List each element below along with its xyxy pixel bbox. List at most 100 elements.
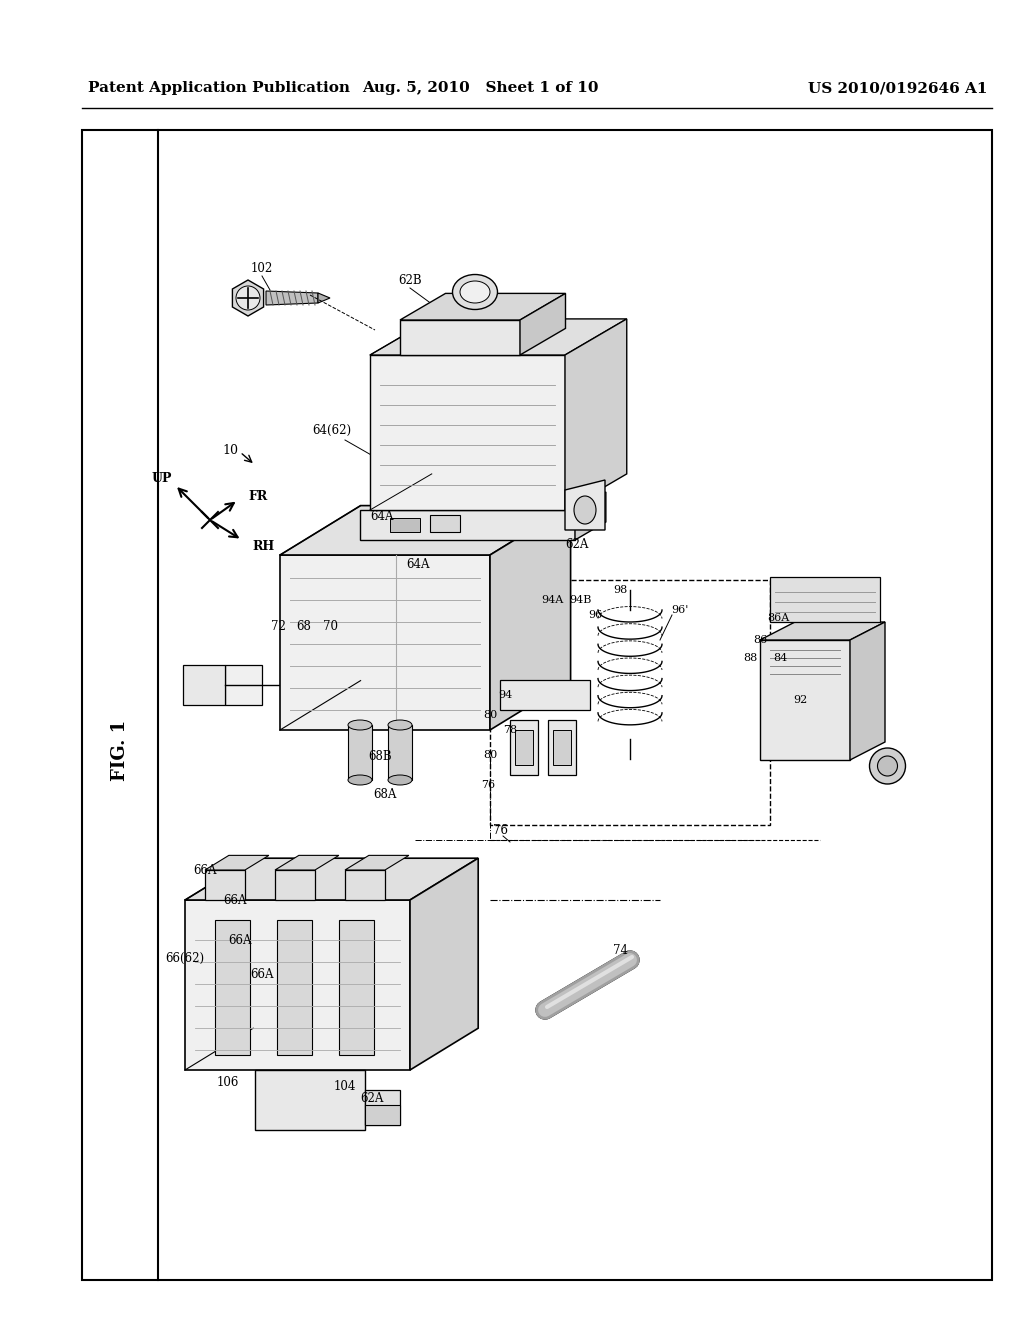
Ellipse shape — [348, 775, 372, 785]
Text: 94: 94 — [498, 690, 512, 700]
Text: 86A: 86A — [767, 612, 790, 623]
Text: 66A: 66A — [223, 894, 247, 907]
Polygon shape — [360, 510, 575, 540]
Text: 72: 72 — [270, 620, 286, 634]
Polygon shape — [410, 858, 478, 1071]
Text: FR: FR — [248, 490, 267, 503]
Text: 86: 86 — [753, 635, 767, 645]
Text: Patent Application Publication: Patent Application Publication — [88, 81, 350, 95]
Text: US 2010/0192646 A1: US 2010/0192646 A1 — [809, 81, 988, 95]
Polygon shape — [345, 870, 385, 900]
Text: 74: 74 — [612, 944, 628, 957]
Circle shape — [878, 756, 897, 776]
Bar — [490, 579, 770, 825]
Polygon shape — [370, 355, 565, 510]
Text: 80: 80 — [483, 710, 497, 719]
Text: 76: 76 — [481, 780, 495, 789]
Text: 80: 80 — [483, 750, 497, 760]
Text: 96': 96' — [672, 605, 689, 615]
Text: 62A: 62A — [360, 1092, 384, 1105]
Polygon shape — [185, 900, 410, 1071]
Text: 64A: 64A — [371, 511, 394, 524]
Polygon shape — [400, 319, 520, 355]
Text: 10: 10 — [222, 444, 238, 457]
Polygon shape — [225, 665, 262, 705]
Polygon shape — [278, 920, 312, 1055]
Polygon shape — [205, 855, 269, 870]
Ellipse shape — [348, 719, 372, 730]
Text: 64A: 64A — [407, 558, 430, 572]
Text: 70: 70 — [323, 620, 338, 634]
Polygon shape — [365, 1105, 400, 1125]
Polygon shape — [565, 480, 605, 531]
Text: UP: UP — [152, 471, 172, 484]
Polygon shape — [280, 506, 570, 554]
Polygon shape — [575, 492, 606, 540]
Polygon shape — [565, 319, 627, 510]
Polygon shape — [760, 640, 850, 760]
Circle shape — [869, 748, 905, 784]
Polygon shape — [510, 719, 538, 775]
Polygon shape — [318, 293, 330, 304]
Circle shape — [236, 286, 260, 310]
Text: RH: RH — [252, 540, 274, 553]
Text: 68A: 68A — [374, 788, 396, 801]
Text: 66A: 66A — [194, 863, 217, 876]
Polygon shape — [388, 725, 412, 780]
Text: FIG. 1: FIG. 1 — [111, 719, 129, 780]
Text: 66(62): 66(62) — [166, 952, 205, 965]
Polygon shape — [553, 730, 571, 766]
Text: 94B: 94B — [568, 595, 591, 605]
Polygon shape — [500, 680, 590, 710]
Text: 66A: 66A — [228, 933, 252, 946]
Polygon shape — [345, 855, 409, 870]
Polygon shape — [490, 506, 570, 730]
Text: 106: 106 — [217, 1076, 240, 1089]
Text: 102: 102 — [251, 261, 273, 275]
Text: 68: 68 — [297, 620, 311, 634]
Polygon shape — [370, 319, 627, 355]
Polygon shape — [400, 293, 565, 319]
Text: 62A: 62A — [565, 539, 589, 552]
Text: 94A: 94A — [541, 595, 563, 605]
Text: 68B: 68B — [369, 751, 392, 763]
Text: 104: 104 — [334, 1081, 356, 1093]
Ellipse shape — [574, 496, 596, 524]
Polygon shape — [205, 870, 245, 900]
Polygon shape — [339, 920, 374, 1055]
Text: Aug. 5, 2010   Sheet 1 of 10: Aug. 5, 2010 Sheet 1 of 10 — [361, 81, 598, 95]
Ellipse shape — [453, 275, 498, 309]
Ellipse shape — [460, 281, 490, 304]
Text: 92: 92 — [793, 696, 807, 705]
Text: 98: 98 — [613, 585, 627, 595]
Polygon shape — [215, 920, 250, 1055]
Polygon shape — [266, 290, 318, 305]
Text: 84: 84 — [773, 653, 787, 663]
Ellipse shape — [388, 775, 412, 785]
Text: 78: 78 — [503, 725, 517, 735]
Ellipse shape — [388, 719, 412, 730]
Polygon shape — [275, 870, 315, 900]
Polygon shape — [255, 1071, 365, 1130]
Polygon shape — [515, 730, 534, 766]
Polygon shape — [520, 293, 565, 355]
Text: 76: 76 — [493, 824, 508, 837]
Polygon shape — [850, 622, 885, 760]
Polygon shape — [770, 577, 880, 622]
Text: 88: 88 — [742, 653, 757, 663]
Polygon shape — [365, 1090, 400, 1125]
Polygon shape — [430, 515, 460, 532]
Polygon shape — [275, 855, 339, 870]
Polygon shape — [348, 725, 372, 780]
Text: 96: 96 — [588, 610, 602, 620]
Polygon shape — [390, 517, 420, 532]
Text: 66A: 66A — [250, 969, 273, 982]
Polygon shape — [232, 280, 263, 315]
Polygon shape — [760, 622, 885, 640]
Bar — [82, 129, 992, 1280]
Polygon shape — [183, 665, 225, 705]
Polygon shape — [280, 554, 490, 730]
Polygon shape — [548, 719, 575, 775]
Text: 64(62): 64(62) — [312, 424, 351, 437]
Polygon shape — [185, 858, 478, 900]
